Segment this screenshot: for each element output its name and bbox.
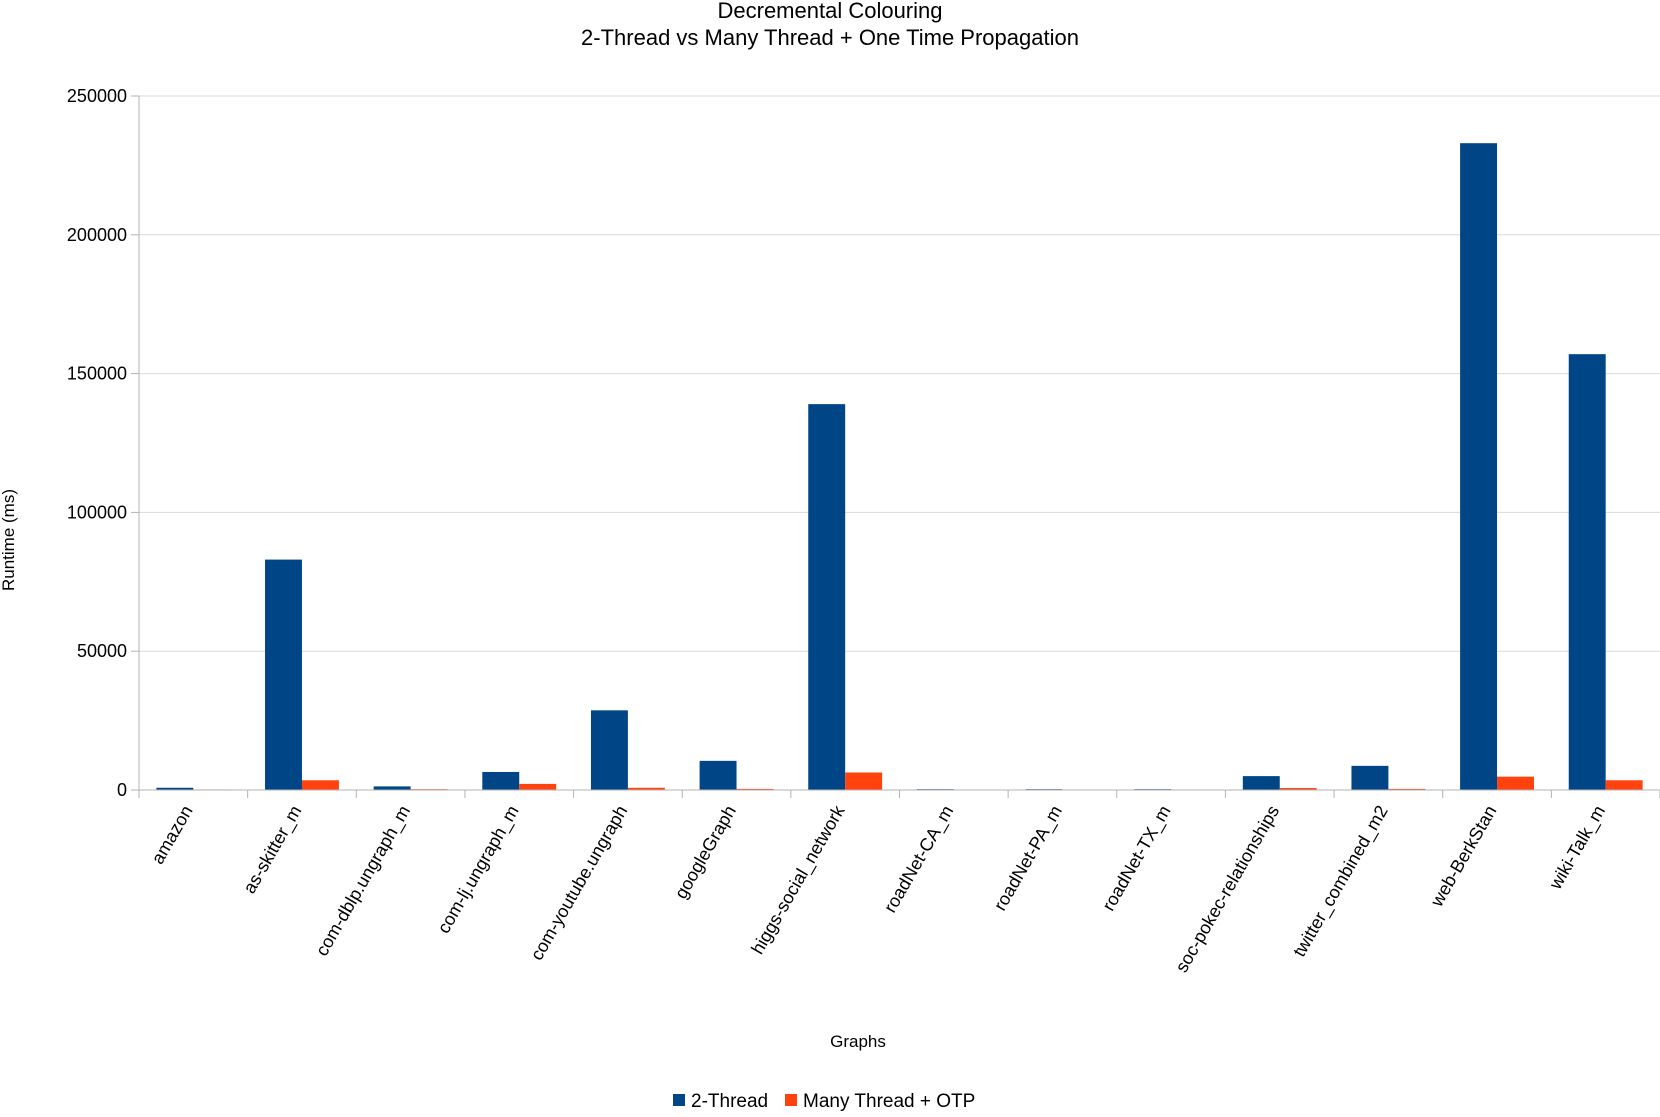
bar-many-thread-otp-11	[1388, 788, 1426, 790]
x-tick-label-11: twitter_combined_m2	[1289, 802, 1393, 961]
x-tick-label-0: amazon	[147, 802, 196, 867]
x-tick-label-6: higgs-social_network	[747, 801, 850, 958]
chart-title: Decremental Colouring	[718, 0, 943, 23]
x-tick-label-8: roadNet-PA_m	[990, 802, 1067, 914]
x-tick-label-4: com-youtube.ungraph	[526, 802, 631, 964]
x-tick-label-7: roadNet-CA_m	[880, 802, 958, 916]
bar-many-thread-otp-3	[519, 783, 557, 790]
legend-swatch-1	[785, 1094, 797, 1106]
y-tick-label-2: 100000	[67, 502, 127, 522]
x-tick-labels: amazon as-skitter_m com-dblp.ungraph_m com-…	[147, 801, 1610, 976]
x-tick-label-5: googleGraph	[671, 802, 740, 902]
x-tick-label-13: wiki-Talk_m	[1545, 802, 1610, 894]
bar-many-thread-otp-5	[736, 788, 774, 790]
x-tick-label-3: com-lj.ungraph_m	[433, 802, 523, 937]
y-tick-label-0: 0	[117, 780, 127, 800]
y-tick-label-1: 50000	[77, 641, 127, 661]
bar-many-thread-otp-1	[301, 780, 339, 790]
bar-two-thread-12	[1460, 143, 1498, 790]
x-tick-label-1: as-skitter_m	[239, 802, 306, 897]
y-tick-label-4: 200000	[67, 225, 127, 245]
bar-many-thread-otp-12	[1497, 776, 1534, 790]
bar-two-thread-1	[265, 559, 302, 790]
bar-two-thread-6	[808, 404, 846, 790]
bar-two-thread-2	[373, 786, 411, 790]
bar-two-thread-13	[1568, 354, 1606, 790]
bar-two-thread-10	[1242, 776, 1280, 790]
bar-many-thread-otp-4	[627, 787, 665, 790]
legend-label-1: Many Thread + OTP	[803, 1091, 975, 1112]
legend-label-0: 2-Thread	[691, 1091, 768, 1112]
bar-two-thread-3	[482, 771, 520, 790]
axes	[138, 96, 1660, 798]
x-tick-label-12: web-BerkStan	[1426, 802, 1500, 911]
bar-many-thread-otp-10	[1279, 788, 1317, 790]
x-tick-label-9: roadNet-TX_m	[1098, 802, 1175, 915]
x-tick-label-2: com-dblp.ungraph_m	[312, 802, 415, 960]
y-axis-title: Runtime (ms)	[0, 489, 18, 591]
chart-subtitle: 2-Thread vs Many Thread + One Time Propa…	[581, 25, 1079, 50]
bar-two-thread-11	[1351, 765, 1389, 790]
y-tick-label-3: 150000	[67, 364, 127, 384]
bar-many-thread-otp-13	[1605, 780, 1643, 790]
x-tick-label-10: soc-pokec-relationships	[1171, 802, 1283, 976]
bar-two-thread-5	[699, 760, 737, 790]
x-axis-title: Graphs	[830, 1032, 886, 1051]
gridlines	[139, 95, 1660, 652]
legend-swatch-0	[673, 1094, 685, 1106]
legend: 2-Thread Many Thread + OTP	[673, 1091, 975, 1112]
bar-two-thread-4	[590, 710, 628, 790]
bar-many-thread-otp-6	[845, 772, 883, 790]
bar-two-thread-0	[156, 787, 194, 790]
bars	[156, 143, 1643, 790]
y-tick-label-5: 250000	[67, 86, 127, 106]
y-tick-labels: 0 50000 100000 150000 200000 250000	[67, 86, 139, 800]
